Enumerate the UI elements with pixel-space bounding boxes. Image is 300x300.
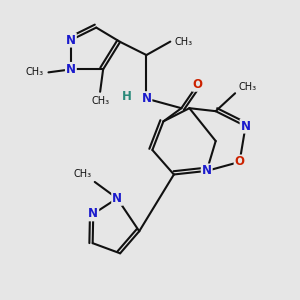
Text: N: N [112,192,122,205]
Text: CH₃: CH₃ [74,169,92,179]
Text: H: H [122,90,132,103]
Text: N: N [88,207,98,220]
Text: CH₃: CH₃ [26,68,44,77]
Text: N: N [241,120,250,133]
Text: N: N [66,34,76,46]
Text: CH₃: CH₃ [91,96,109,106]
Text: N: N [66,63,76,76]
Text: CH₃: CH₃ [238,82,256,92]
Text: O: O [193,78,203,91]
Text: N: N [202,164,212,177]
Text: N: N [141,92,152,105]
Text: O: O [235,155,244,168]
Text: CH₃: CH₃ [175,37,193,46]
